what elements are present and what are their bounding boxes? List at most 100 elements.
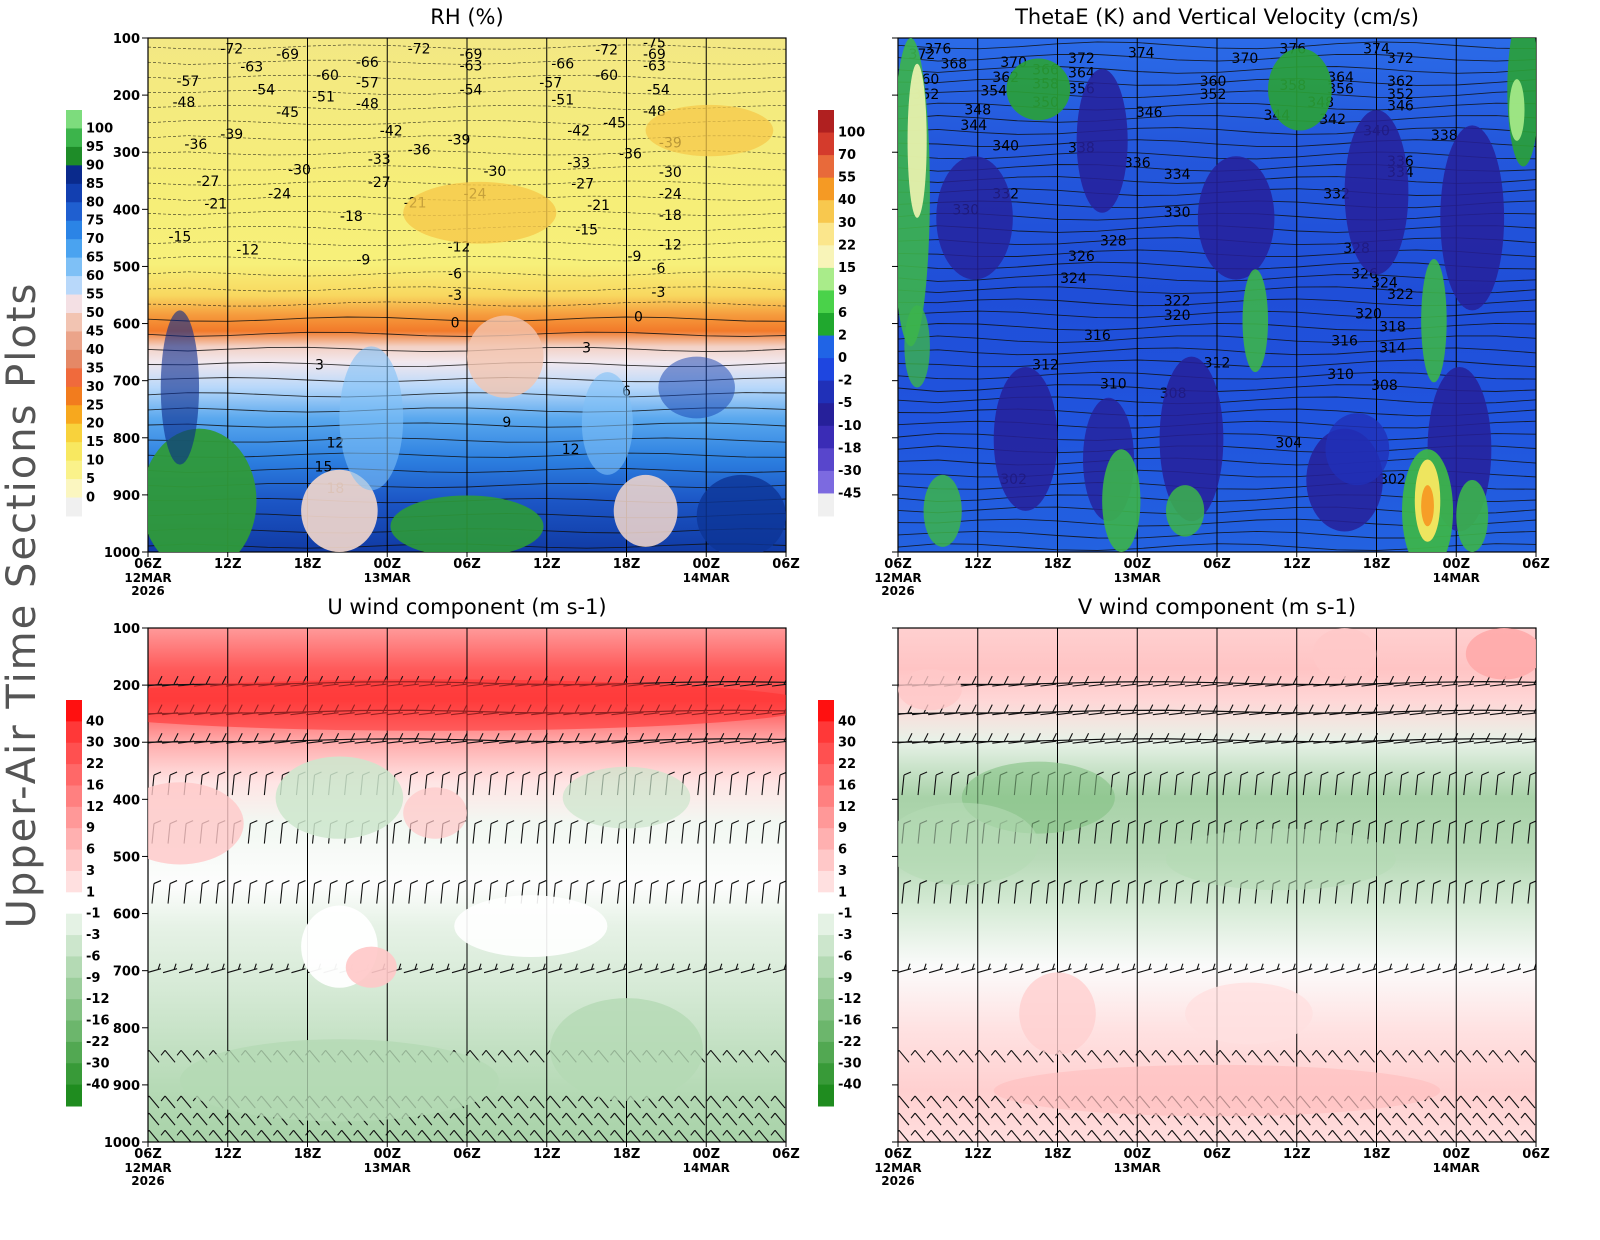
wind-barb bbox=[1505, 704, 1523, 716]
wind-barb bbox=[1087, 1112, 1103, 1126]
wind-barb bbox=[520, 820, 531, 844]
wind-barb bbox=[1511, 771, 1522, 796]
colorbar-swatch bbox=[818, 403, 834, 427]
colorbar-swatch bbox=[818, 870, 834, 893]
colorbar-swatch bbox=[818, 470, 834, 494]
wind-barb bbox=[910, 1129, 926, 1142]
wind-barb bbox=[1142, 820, 1152, 844]
colorbar-label: 30 bbox=[838, 216, 856, 231]
contour-line bbox=[148, 225, 786, 231]
wind-barb bbox=[548, 963, 563, 974]
wind-barb bbox=[926, 1095, 942, 1109]
wind-barb bbox=[632, 880, 643, 904]
colorbar-label: 40 bbox=[838, 193, 856, 208]
colorbar-v_wind: 40 30 22 16 12 9 6 3 1 -1 -3 -6 -9 -12 -16 -22 -30 -40 bbox=[818, 700, 862, 1107]
wind-barb bbox=[1441, 675, 1459, 687]
contour-label: -18 bbox=[659, 208, 682, 224]
contour-label: 302 bbox=[1379, 472, 1406, 488]
contour-label: -6 bbox=[448, 266, 462, 282]
wind-barb bbox=[1206, 771, 1217, 796]
wind-barb bbox=[665, 880, 675, 904]
wind-barb bbox=[756, 963, 772, 974]
colorbar-label: 95 bbox=[86, 140, 104, 155]
page-title: Upper-Air Time Sections Plots bbox=[0, 282, 45, 929]
contour-label: 370 bbox=[1232, 51, 1259, 67]
wind-barb bbox=[1488, 1112, 1504, 1126]
wind-barb bbox=[1167, 1049, 1183, 1063]
wind-barb bbox=[369, 1129, 385, 1142]
x-tick-label: 18Z bbox=[1044, 557, 1072, 572]
wind-barb bbox=[272, 1129, 288, 1142]
shading-blob bbox=[936, 156, 1013, 280]
colorbar-swatch bbox=[66, 935, 82, 957]
colorbar-swatch bbox=[66, 405, 82, 425]
wind-barb bbox=[707, 732, 725, 744]
y-tick-label: 300 bbox=[113, 736, 140, 751]
wind-barb bbox=[263, 771, 274, 796]
wind-barb bbox=[1457, 732, 1475, 744]
wind-barb bbox=[240, 1129, 256, 1142]
colorbar-swatch bbox=[818, 935, 834, 957]
y-tick-label: 400 bbox=[113, 793, 140, 808]
contour-line bbox=[148, 301, 786, 307]
wind-barb bbox=[497, 1095, 513, 1109]
x-date-label: 14MAR bbox=[1433, 571, 1480, 585]
wind-barb bbox=[690, 1095, 706, 1109]
contour-label: 354 bbox=[980, 84, 1007, 100]
y-tick-label: 200 bbox=[113, 89, 140, 104]
colorbar-label: 55 bbox=[838, 171, 856, 186]
wind-barb bbox=[497, 1112, 513, 1126]
colorbar-swatch bbox=[818, 1084, 834, 1107]
wind-barb bbox=[1135, 1049, 1151, 1063]
shading-blob bbox=[1440, 125, 1505, 311]
wind-barb bbox=[344, 880, 354, 904]
wind-barb bbox=[1520, 1129, 1536, 1142]
colorbar-swatch bbox=[818, 155, 834, 179]
wind-barb bbox=[761, 820, 772, 844]
wind-barb bbox=[933, 771, 944, 796]
wind-barb bbox=[1474, 963, 1490, 974]
colorbar-swatch bbox=[818, 110, 834, 134]
y-tick-label: 600 bbox=[113, 908, 140, 923]
colorbar-swatch bbox=[66, 202, 82, 222]
y-tick-label: 900 bbox=[113, 489, 140, 504]
contour-label: -6 bbox=[651, 261, 665, 277]
wind-barb bbox=[1399, 820, 1409, 844]
wind-barb bbox=[1168, 732, 1186, 744]
wind-barb bbox=[1040, 704, 1057, 716]
wind-barb bbox=[1298, 963, 1313, 974]
wind-barb bbox=[568, 820, 579, 844]
colorbar-swatch bbox=[818, 448, 834, 472]
colorbar-label: 65 bbox=[86, 251, 104, 266]
wind-barb bbox=[1238, 771, 1249, 796]
colorbar-label: 15 bbox=[86, 435, 104, 450]
wind-barb bbox=[958, 1112, 974, 1126]
wind-barb bbox=[626, 1112, 641, 1126]
wind-barb bbox=[1039, 1112, 1054, 1126]
wind-barb bbox=[1415, 820, 1425, 844]
shading-blob bbox=[1076, 68, 1128, 213]
contour-line bbox=[148, 241, 786, 247]
contour-label: -66 bbox=[356, 55, 379, 71]
shading-blob bbox=[645, 104, 774, 157]
contour-label: 340 bbox=[992, 138, 1019, 154]
colorbar-label: 30 bbox=[838, 736, 856, 751]
wind-barb bbox=[433, 1129, 449, 1142]
colorbar-swatch bbox=[818, 956, 834, 979]
wind-barb bbox=[211, 963, 226, 974]
wind-barb bbox=[1136, 704, 1154, 716]
wind-barb bbox=[1473, 704, 1491, 716]
shading-blob bbox=[467, 315, 544, 398]
wind-barb bbox=[723, 675, 741, 687]
contour-label: -12 bbox=[448, 239, 471, 255]
wind-barb bbox=[328, 880, 338, 904]
wind-barb bbox=[1024, 704, 1041, 716]
wind-barb bbox=[1441, 704, 1459, 716]
wind-barb bbox=[208, 1112, 224, 1126]
wind-barb bbox=[1247, 1049, 1263, 1063]
colorbar-label: 15 bbox=[838, 261, 856, 276]
wind-barb bbox=[674, 1112, 690, 1126]
wind-barb bbox=[275, 963, 290, 974]
shading-blob bbox=[1456, 480, 1489, 552]
